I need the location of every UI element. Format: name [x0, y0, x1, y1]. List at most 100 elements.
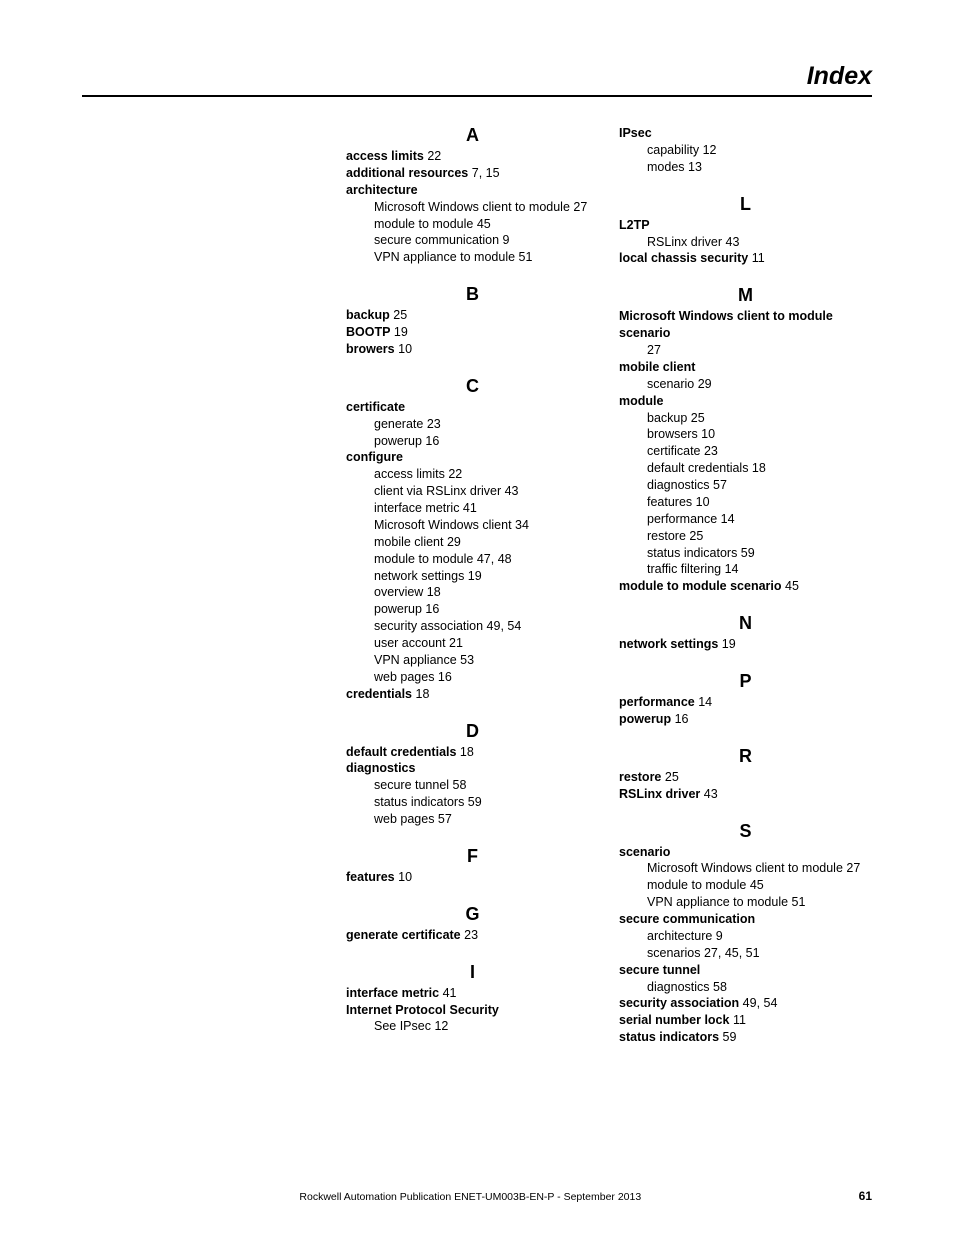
index-subentry-text: network settings 19 — [346, 568, 599, 585]
section-letter: C — [346, 376, 599, 397]
index-entry: default credentials 18 — [346, 744, 599, 761]
index-entry: diagnostics — [346, 760, 599, 777]
index-subentry-text: access limits 22 — [346, 466, 599, 483]
index-pages: 19 — [390, 325, 407, 339]
index-term: Internet Protocol Security — [346, 1003, 499, 1017]
index-term: browers — [346, 342, 395, 356]
index-pages: 16 — [671, 712, 688, 726]
index-entry: network settings 19 — [619, 636, 872, 653]
index-subentry-text: mobile client 29 — [346, 534, 599, 551]
index-subentry-text: 27 — [619, 342, 872, 359]
index-entry: local chassis security 11 — [619, 250, 872, 267]
index-term: architecture — [346, 183, 418, 197]
index-pages: 22 — [424, 149, 441, 163]
index-subentry: capability 12 — [619, 142, 872, 159]
index-subentry-text: powerup 16 — [346, 601, 599, 618]
index-pages: 41 — [439, 986, 456, 1000]
index-subentry: default credentials 18 — [619, 460, 872, 477]
index-pages: 11 — [748, 251, 764, 265]
index-entry: architecture — [346, 182, 599, 199]
index-term: BOOTP — [346, 325, 390, 339]
page-header: Index — [82, 62, 872, 97]
index-term: IPsec — [619, 126, 652, 140]
index-term: features — [346, 870, 395, 884]
index-pages: 49, 54 — [739, 996, 777, 1010]
index-subentry-text: default credentials 18 — [619, 460, 872, 477]
index-entry: backup 25 — [346, 307, 599, 324]
index-pages: 43 — [700, 787, 717, 801]
index-term: certificate — [346, 400, 405, 414]
index-pages: 23 — [461, 928, 478, 942]
index-subentry: Microsoft Windows client 34 — [346, 517, 599, 534]
footer-page-number: 61 — [859, 1189, 872, 1203]
section-letter: D — [346, 721, 599, 742]
index-entry: configure — [346, 449, 599, 466]
index-subentry-text: secure communication 9 — [346, 232, 599, 249]
index-subentry-text: secure tunnel 58 — [346, 777, 599, 794]
index-subentry: network settings 19 — [346, 568, 599, 585]
index-subentry: scenario 29 — [619, 376, 872, 393]
index-entry: secure tunnel — [619, 962, 872, 979]
index-subentry: architecture 9 — [619, 928, 872, 945]
index-entry: security association 49, 54 — [619, 995, 872, 1012]
index-term: serial number lock — [619, 1013, 729, 1027]
section-letter: A — [346, 125, 599, 146]
index-subentry: web pages 16 — [346, 669, 599, 686]
index-pages: 14 — [695, 695, 712, 709]
index-entry: credentials 18 — [346, 686, 599, 703]
index-pages: 25 — [661, 770, 678, 784]
index-entry: secure communication — [619, 911, 872, 928]
index-subentry-text: scenario 29 — [619, 376, 872, 393]
index-subentry: web pages 57 — [346, 811, 599, 828]
index-subentry-text: performance 14 — [619, 511, 872, 528]
index-subentry-text: Microsoft Windows client to module 27 — [619, 860, 872, 877]
index-subentry: performance 14 — [619, 511, 872, 528]
index-entry: mobile client — [619, 359, 872, 376]
index-subentry: traffic filtering 14 — [619, 561, 872, 578]
index-term: module — [619, 394, 663, 408]
index-subentry-text: traffic filtering 14 — [619, 561, 872, 578]
index-pages: 45 — [782, 579, 799, 593]
index-entry: module to module scenario 45 — [619, 578, 872, 595]
index-subentry-text: web pages 57 — [346, 811, 599, 828]
footer-text: Rockwell Automation Publication ENET-UM0… — [82, 1191, 859, 1203]
index-subentry-text: modes 13 — [619, 159, 872, 176]
index-subentry: client via RSLinx driver 43 — [346, 483, 599, 500]
index-entry: interface metric 41 — [346, 985, 599, 1002]
index-subentry: secure tunnel 58 — [346, 777, 599, 794]
index-subentry-text: capability 12 — [619, 142, 872, 159]
index-term: restore — [619, 770, 661, 784]
index-pages: 11 — [729, 1013, 745, 1027]
index-subentry-text: Microsoft Windows client to module 27 — [346, 199, 599, 216]
index-term: Microsoft Windows client to module scena… — [619, 309, 833, 340]
index-entry: browers 10 — [346, 341, 599, 358]
index-subentry-text: powerup 16 — [346, 433, 599, 450]
page-footer: Rockwell Automation Publication ENET-UM0… — [82, 1189, 872, 1203]
index-term: performance — [619, 695, 695, 709]
index-subentry-text: RSLinx driver 43 — [619, 234, 872, 251]
index-subentry-text: restore 25 — [619, 528, 872, 545]
index-entry: performance 14 — [619, 694, 872, 711]
index-subentry: restore 25 — [619, 528, 872, 545]
index-entry: L2TP — [619, 217, 872, 234]
index-subentry-text: user account 21 — [346, 635, 599, 652]
index-term: RSLinx driver — [619, 787, 700, 801]
index-subentry-text: diagnostics 58 — [619, 979, 872, 996]
index-subentry-text: certificate 23 — [619, 443, 872, 460]
index-subentry: generate 23 — [346, 416, 599, 433]
index-subentry-text: features 10 — [619, 494, 872, 511]
section-letter: G — [346, 904, 599, 925]
index-subentry: 27 — [619, 342, 872, 359]
index-subentry: backup 25 — [619, 410, 872, 427]
index-entry: BOOTP 19 — [346, 324, 599, 341]
index-term: security association — [619, 996, 739, 1010]
index-term: access limits — [346, 149, 424, 163]
index-entry: access limits 22 — [346, 148, 599, 165]
index-term: configure — [346, 450, 403, 464]
index-subentry: VPN appliance to module 51 — [619, 894, 872, 911]
index-term: credentials — [346, 687, 412, 701]
index-term: local chassis security — [619, 251, 748, 265]
index-subentry-text: client via RSLinx driver 43 — [346, 483, 599, 500]
section-letter: N — [619, 613, 872, 634]
index-pages: 7, 15 — [468, 166, 499, 180]
